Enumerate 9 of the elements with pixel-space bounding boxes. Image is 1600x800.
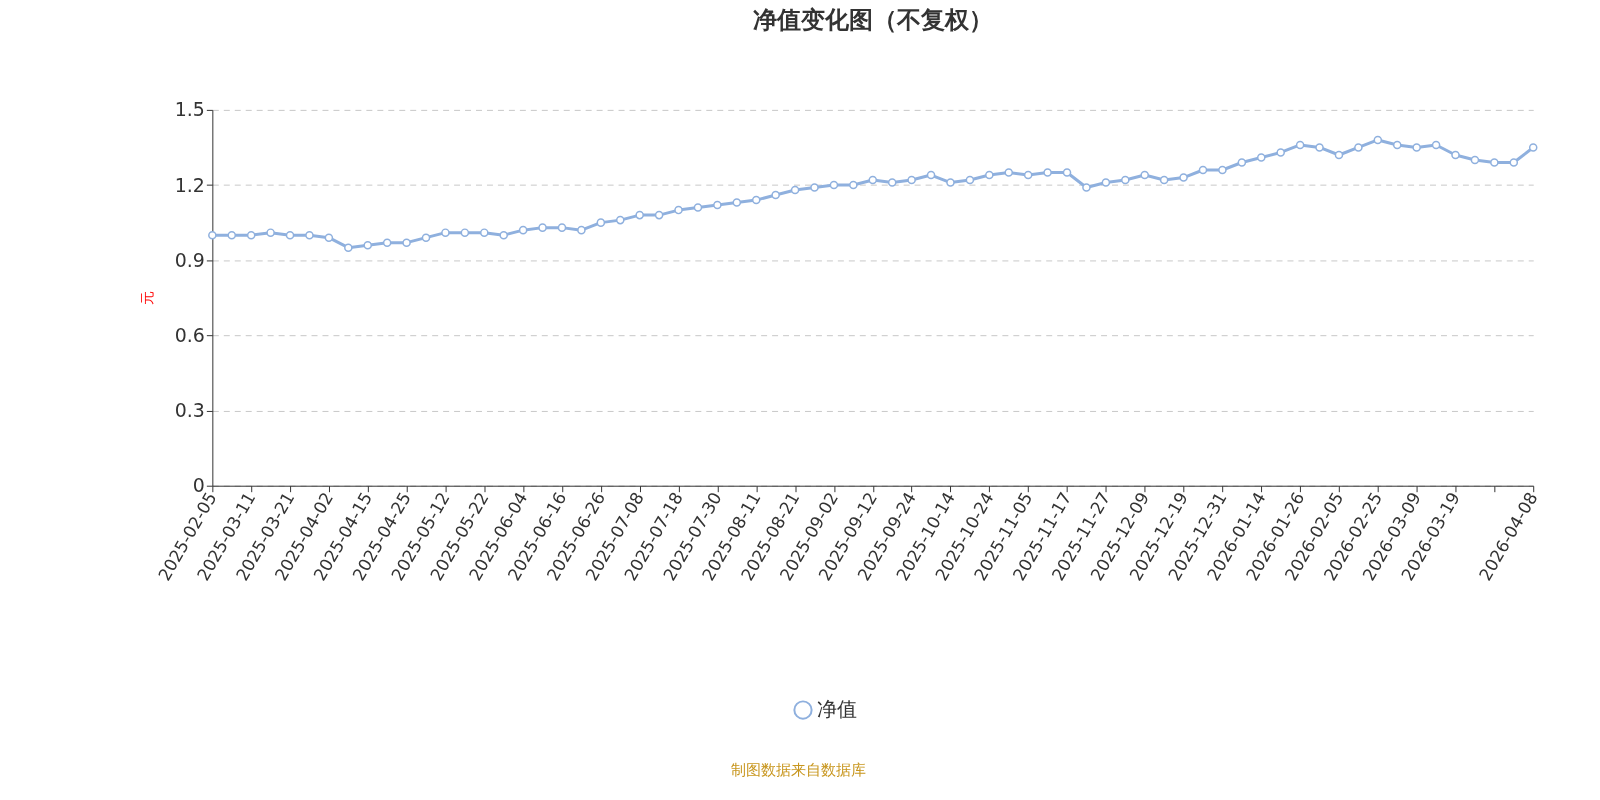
legend-label: 净值 — [816, 697, 857, 721]
y-tick-label: 1.5 — [174, 98, 205, 121]
y-tick-label: 0.3 — [174, 399, 205, 422]
text: 制图数据来自数据库 — [730, 760, 866, 779]
y-tick-label: 1.2 — [174, 173, 205, 196]
chart-title: 净值变化图（不复权） — [752, 6, 993, 35]
y-tick-label: 0.6 — [174, 323, 205, 346]
y-axis-title: 元 — [138, 291, 155, 306]
y-tick-label: 0.9 — [174, 248, 205, 271]
